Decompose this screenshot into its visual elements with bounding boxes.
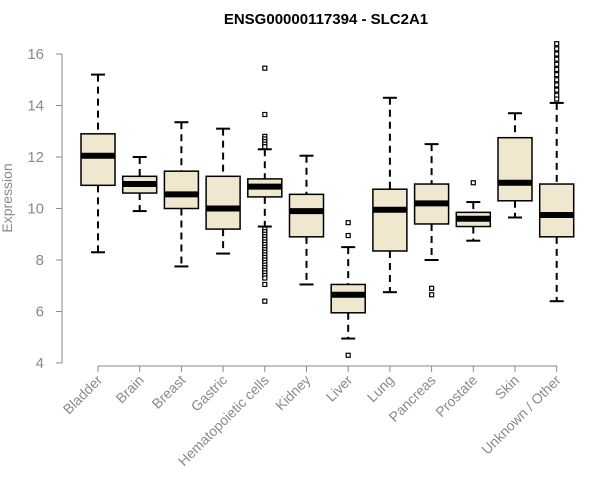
y-tick-label: 12: [27, 149, 44, 166]
y-tick-label: 14: [27, 98, 44, 115]
iqr-box: [205, 175, 241, 230]
y-tick-label: 16: [27, 46, 44, 63]
x-tick-label: Unknown / Other: [478, 372, 564, 458]
y-axis-ticks: 4 6 8 10 12 14 16: [27, 46, 62, 372]
iqr-box: [330, 283, 366, 314]
box-bladder: [80, 73, 116, 254]
outlier-point: [554, 77, 560, 83]
outlier-point: [554, 66, 560, 73]
outlier-point: [262, 275, 268, 281]
outlier-point: [554, 41, 560, 47]
outlier-point: [554, 46, 560, 52]
outlier-point: [429, 292, 435, 298]
box-brain: [121, 156, 158, 213]
iqr-box: [497, 136, 533, 202]
iqr-box: [538, 183, 575, 238]
outlier-point: [429, 285, 435, 291]
box-skin: [497, 112, 533, 219]
boxes-group: [80, 41, 575, 358]
outlier-point: [554, 56, 560, 62]
y-tick-label: 6: [36, 304, 44, 321]
outlier-point: [554, 82, 560, 88]
x-tick-label: Brain: [112, 372, 146, 406]
iqr-box: [80, 133, 116, 187]
outlier-point: [262, 144, 268, 150]
x-tick-label: Breast: [149, 372, 189, 412]
outlier-point: [554, 71, 560, 78]
box-gastric: [205, 127, 241, 255]
y-tick-label: 8: [36, 252, 44, 269]
outlier-point: [470, 180, 476, 186]
x-tick-label: Liver: [323, 372, 356, 405]
outlier-point: [345, 352, 351, 358]
box-pancreas: [413, 143, 450, 298]
outlier-point: [345, 220, 351, 226]
iqr-box: [288, 193, 325, 238]
box-liver: [330, 220, 366, 358]
x-tick-label: Prostate: [432, 372, 480, 420]
outlier-point: [262, 65, 268, 71]
box-lung: [372, 96, 408, 294]
box-hematopoietic-cells: [247, 65, 283, 304]
box-prostate: [455, 180, 492, 242]
outlier-point: [345, 232, 351, 239]
outlier-point: [262, 298, 268, 304]
x-tick-label: Bladder: [60, 372, 106, 418]
box-unknown-other: [538, 41, 575, 303]
iqr-box: [163, 170, 200, 210]
outlier-point: [554, 61, 560, 67]
y-axis-label: Expression: [0, 163, 15, 232]
outlier-point: [262, 111, 268, 118]
x-tick-label: Kidney: [272, 372, 314, 414]
x-tick-label: Skin: [492, 372, 523, 403]
outlier-point: [554, 96, 560, 102]
outlier-point: [554, 51, 560, 57]
iqr-box: [372, 188, 408, 252]
x-tick-label: Lung: [364, 372, 397, 405]
chart-title: ENSG00000117394 - SLC2A1: [224, 11, 428, 28]
outlier-point: [262, 281, 268, 288]
box-breast: [163, 121, 200, 268]
outlier-point: [554, 87, 560, 93]
y-tick-label: 4: [36, 355, 44, 372]
y-tick-label: 10: [27, 201, 44, 218]
box-kidney: [288, 154, 325, 286]
